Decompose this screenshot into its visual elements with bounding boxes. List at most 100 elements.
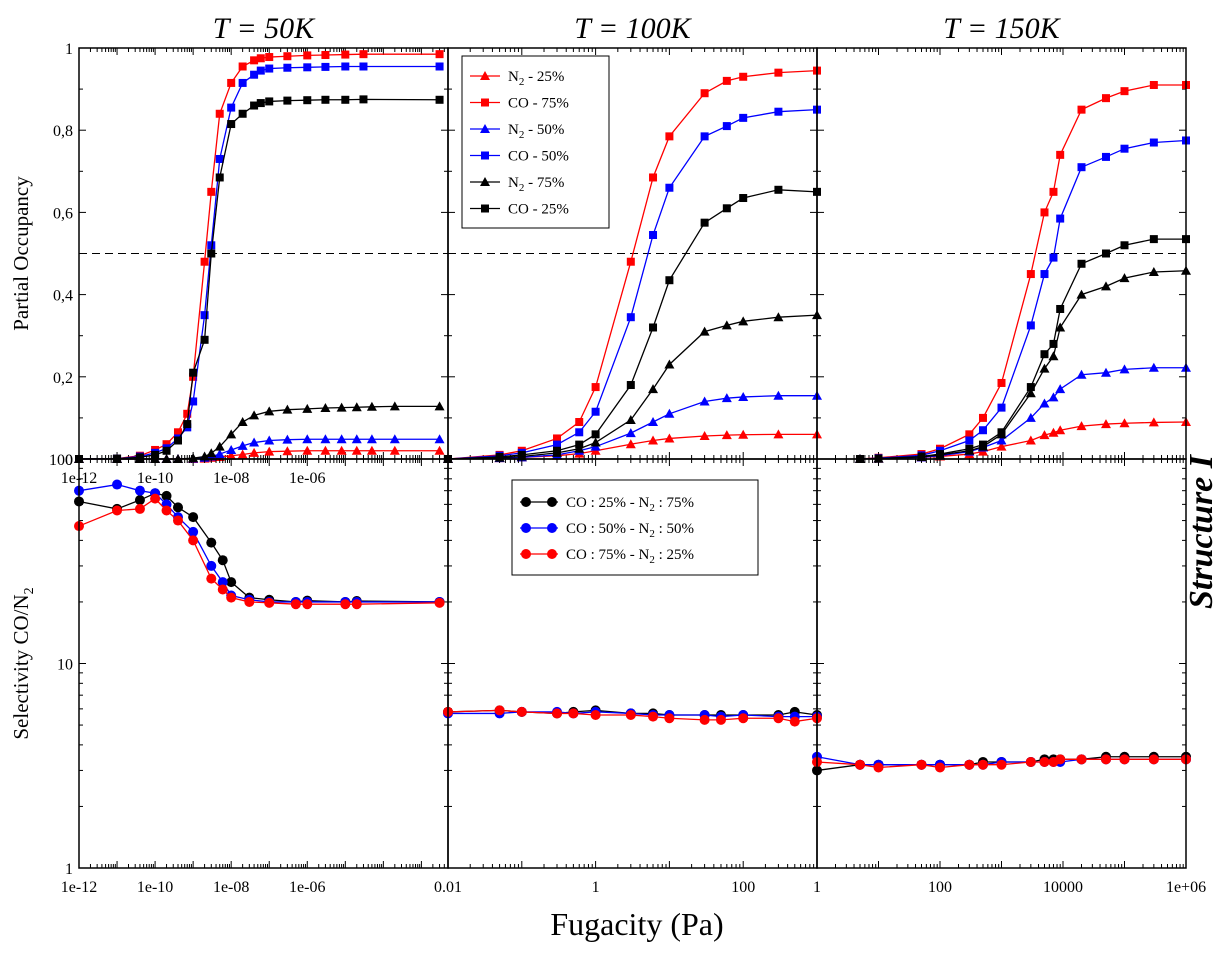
structure-label: Structure I (1183, 453, 1220, 609)
data-point (434, 597, 445, 608)
data-point (256, 66, 265, 75)
data-point (359, 62, 368, 71)
data-point (553, 434, 562, 443)
data-point (250, 70, 259, 79)
data-point (237, 440, 248, 450)
data-point (1148, 417, 1159, 427)
data-point (1039, 756, 1050, 767)
data-point (917, 452, 926, 461)
legend-marker (547, 497, 557, 507)
data-point (226, 444, 237, 454)
series-line (447, 395, 817, 460)
data-point (227, 78, 236, 87)
data-point (238, 78, 247, 87)
data-point (283, 52, 292, 61)
data-point (214, 449, 225, 459)
data-point (283, 96, 292, 105)
y-tick-label: 0,8 (53, 123, 73, 140)
data-point (978, 413, 987, 422)
data-point (721, 320, 732, 330)
data-point (435, 62, 444, 71)
y-tick-label: 0,6 (53, 205, 73, 222)
data-point (1056, 304, 1065, 313)
y-axis-label: Partial Occupancy (9, 176, 33, 331)
data-point (366, 434, 377, 444)
data-point (965, 444, 974, 453)
data-point (1039, 430, 1050, 440)
data-point (320, 445, 331, 455)
selectivity-panel-100k: 0.01 1 100 CO : 25% - N2 : 75% CO : 50% - N2… (434, 458, 822, 896)
legend-label: CO : 50% - N2 : 50% (566, 521, 694, 540)
data-point (1149, 80, 1158, 89)
x-tick-label: 1 (592, 879, 600, 896)
data-point (265, 64, 274, 73)
data-point (978, 426, 987, 435)
data-point (264, 406, 275, 416)
series-line (859, 421, 1187, 460)
data-point (302, 599, 313, 610)
data-point (336, 434, 347, 444)
data-point (250, 101, 259, 110)
data-point (626, 257, 635, 266)
data-point (774, 68, 783, 77)
data-point (1040, 350, 1049, 359)
legend-marker (481, 151, 489, 160)
legend-marker (521, 549, 531, 559)
data-point (1101, 249, 1110, 258)
data-point (625, 439, 636, 449)
data-point (722, 122, 731, 131)
data-point (590, 437, 601, 447)
data-point (1120, 241, 1129, 250)
data-point (773, 312, 784, 322)
data-point (699, 714, 710, 725)
data-point (552, 708, 563, 719)
data-point (965, 430, 974, 439)
legend-label: N2 - 50% (508, 122, 564, 141)
x-tick-label: 1e-06 (289, 879, 325, 896)
data-point (265, 53, 274, 62)
legend-label: CO - 50% (508, 149, 569, 165)
data-point (977, 759, 988, 770)
series-co-75- (75, 50, 444, 463)
data-point (200, 257, 209, 266)
data-point (1101, 94, 1110, 103)
series-line (859, 84, 1186, 460)
x-tick-label: 1e-08 (213, 470, 249, 487)
legend-label: CO - 25% (508, 202, 569, 218)
data-point (321, 50, 330, 59)
data-point (626, 381, 635, 390)
data-point (699, 396, 710, 406)
data-point (649, 231, 658, 240)
data-point (700, 89, 709, 98)
panel-title: T = 50K (213, 12, 316, 45)
data-point (1076, 421, 1087, 431)
series-n-75- (854, 265, 1191, 463)
legend-marker (481, 204, 489, 213)
data-point (217, 584, 228, 595)
data-point (226, 450, 237, 460)
series-line (859, 238, 1186, 460)
legend: CO : 25% - N2 : 75% CO : 50% - N2 : 50% CO… (511, 479, 759, 576)
data-point (699, 326, 710, 336)
data-point (1119, 364, 1130, 374)
data-point (916, 759, 927, 770)
data-point (739, 72, 748, 81)
data-point (162, 446, 171, 455)
data-point (226, 429, 237, 439)
series-co-25- (75, 95, 444, 463)
data-point (351, 434, 362, 444)
data-point (1119, 273, 1130, 283)
x-tick-label: 0.01 (434, 879, 462, 896)
series-co-75-n-25- (74, 493, 445, 610)
data-point (434, 434, 445, 444)
data-point (1048, 427, 1059, 437)
data-point (648, 417, 659, 427)
data-point (188, 453, 199, 463)
series-co-50-n-50- (74, 479, 445, 607)
data-point (590, 709, 601, 720)
data-point (188, 535, 199, 546)
data-point (282, 434, 293, 444)
data-point (207, 249, 216, 258)
data-point (200, 335, 209, 344)
